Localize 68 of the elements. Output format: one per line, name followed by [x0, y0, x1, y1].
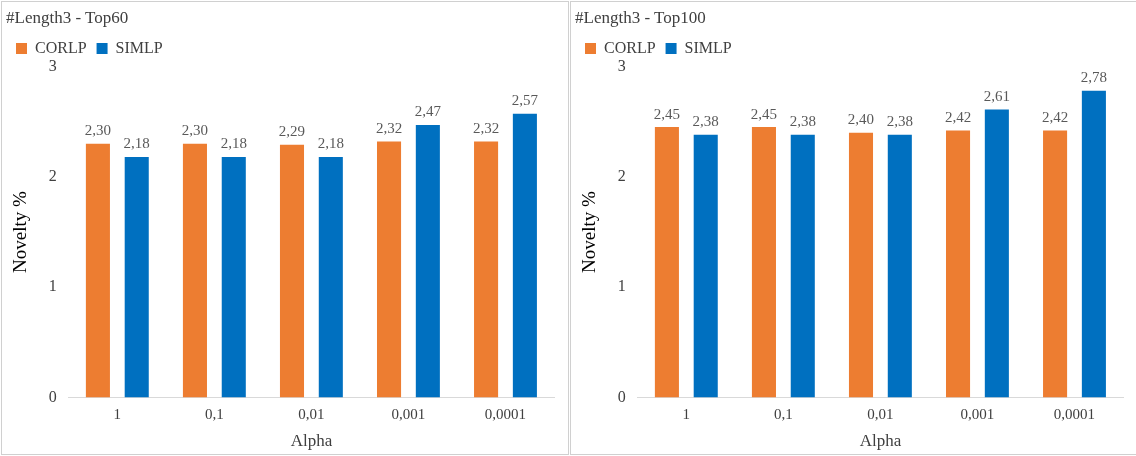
data-label: 2,18	[220, 135, 247, 152]
x-tick-label: 1	[113, 405, 122, 422]
data-label: 2,38	[692, 113, 719, 130]
bar	[318, 156, 343, 398]
y-tick-label: 1	[617, 277, 626, 295]
data-label: 2,18	[317, 135, 344, 152]
bar	[182, 143, 207, 398]
bar	[1081, 90, 1106, 398]
data-label: 2,30	[84, 122, 112, 139]
data-label: 2,61	[983, 87, 1010, 104]
bar	[984, 109, 1009, 398]
bar	[790, 134, 815, 398]
x-tick-label: 0,0001	[484, 405, 527, 422]
bar	[751, 127, 776, 398]
bar	[279, 144, 305, 398]
y-tick-label: 1	[48, 277, 57, 295]
x-axis-title: Alpha	[290, 431, 333, 451]
legend-label: SIMLP	[684, 38, 732, 56]
bar	[693, 134, 718, 398]
x-tick-label: 0,0001	[1053, 405, 1096, 422]
data-label: 2,38	[886, 113, 913, 130]
legend-label: SIMLP	[115, 38, 163, 56]
data-label: 2,45	[653, 105, 681, 122]
y-tick-label: 3	[617, 56, 626, 74]
y-axis-title: Novelty %	[578, 190, 600, 273]
bar	[124, 156, 149, 398]
legend-label: CORLP	[604, 38, 656, 56]
x-tick-label: 0,001	[960, 405, 995, 422]
y-tick-label: 2	[48, 167, 57, 184]
data-label: 2,47	[414, 103, 442, 120]
bar	[848, 132, 874, 398]
data-label: 2,38	[789, 113, 816, 130]
x-tick-label: 0,01	[867, 405, 894, 422]
data-label: 2,30	[181, 122, 209, 139]
bar	[221, 156, 246, 398]
bar	[474, 141, 499, 398]
y-tick-label: 2	[617, 167, 626, 184]
data-label: 2,45	[750, 105, 778, 122]
data-label: 2,32	[375, 119, 403, 136]
data-label: 2,57	[511, 92, 539, 109]
bar	[415, 124, 440, 398]
bar	[1043, 130, 1068, 398]
x-tick-label: 0,1	[773, 405, 793, 422]
x-tick-label: 0,01	[298, 405, 325, 422]
y-axis-title: Novelty %	[9, 190, 31, 273]
x-tick-label: 1	[682, 405, 691, 422]
data-label: 2,78	[1080, 69, 1108, 86]
legend-label: CORLP	[35, 38, 87, 56]
bar	[377, 141, 402, 398]
y-tick-label: 3	[48, 56, 57, 74]
bar	[654, 127, 679, 398]
x-tick-label: 0,1	[204, 405, 224, 422]
data-label: 2,42	[944, 108, 972, 125]
x-tick-label: 0,001	[391, 405, 426, 422]
bar	[946, 130, 971, 398]
data-label: 2,40	[847, 111, 875, 128]
chart-title: #Length3 - Top60	[6, 7, 129, 27]
bar	[85, 143, 110, 398]
bar	[512, 113, 537, 398]
chart-title: #Length3 - Top100	[575, 7, 706, 27]
y-tick-label: 0	[48, 387, 57, 405]
data-label: 2,32	[472, 119, 500, 136]
data-label: 2,29	[278, 123, 306, 140]
data-label: 2,42	[1041, 108, 1069, 125]
x-axis-title: Alpha	[859, 431, 902, 451]
bar	[887, 134, 912, 398]
y-tick-label: 0	[617, 387, 626, 405]
data-label: 2,18	[123, 135, 150, 152]
